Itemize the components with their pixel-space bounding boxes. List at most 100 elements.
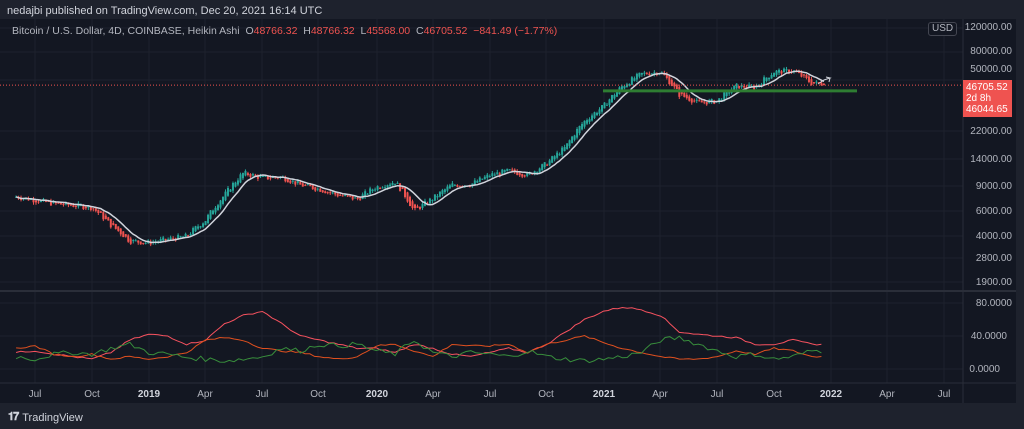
candle-body — [299, 182, 302, 185]
candle-body — [518, 172, 521, 176]
candle-body — [738, 85, 741, 89]
candle-body — [588, 119, 591, 122]
candle-body — [807, 76, 810, 82]
candle-body — [563, 147, 566, 152]
candle-body — [329, 192, 332, 194]
candle-body — [254, 174, 257, 176]
candle-body — [319, 188, 322, 192]
candle-body — [628, 83, 631, 86]
candle-body — [710, 99, 713, 102]
candle-body — [182, 236, 185, 238]
candle-body — [571, 136, 574, 144]
candle-body — [645, 73, 648, 75]
bar-countdown: 2d 8h — [966, 93, 992, 104]
candle-body — [508, 169, 511, 171]
candle-body — [601, 105, 604, 112]
candle-body — [812, 82, 815, 84]
candle-body — [596, 112, 599, 116]
open-value: 48766.32 — [253, 25, 298, 37]
candle-body — [728, 92, 731, 94]
candle-body — [386, 185, 389, 188]
candle-body — [778, 69, 781, 73]
candle-body — [822, 83, 825, 86]
candle-body — [349, 195, 352, 197]
candle-body — [219, 200, 222, 208]
time-tick: 2020 — [365, 389, 389, 400]
candle-body — [214, 207, 217, 213]
close-value: 46705.52 — [423, 25, 468, 37]
candle-body — [47, 200, 50, 202]
candle-body — [129, 238, 132, 244]
indicator-tick: 40.0000 — [970, 331, 1007, 342]
candle-body — [683, 92, 686, 97]
candle-body — [304, 184, 307, 186]
candle-body — [344, 195, 347, 197]
candle-body — [364, 191, 367, 197]
time-tick: Jul — [710, 389, 724, 400]
candle-body — [640, 72, 643, 75]
candle-body — [202, 223, 205, 227]
candle-body — [339, 194, 342, 196]
price-tick: 6000.00 — [975, 206, 1012, 217]
candle-body — [371, 189, 374, 192]
candle-body — [488, 175, 491, 177]
candle-body — [294, 181, 297, 185]
candle-body — [603, 102, 606, 109]
indicator-line-series_b — [16, 334, 822, 360]
candle-body — [633, 78, 636, 81]
candle-body — [473, 180, 476, 185]
candle-body — [286, 179, 289, 183]
candle-body — [321, 190, 324, 193]
candle-body — [416, 206, 419, 208]
candle-body — [705, 102, 708, 105]
candle-body — [586, 120, 589, 124]
candle-body — [543, 162, 546, 168]
candle-body — [346, 195, 349, 197]
price-tick: 50000.00 — [970, 64, 1012, 75]
candle-body — [598, 109, 601, 114]
time-tick: Apr — [197, 389, 213, 400]
candle-body — [37, 201, 40, 203]
time-tick: Jul — [255, 389, 269, 400]
candle-body — [503, 170, 506, 172]
candle-body — [516, 170, 519, 175]
candle-body — [82, 204, 85, 210]
candle-body — [608, 99, 611, 106]
candle-body — [266, 175, 269, 180]
low-label: L — [360, 25, 367, 37]
candle-body — [359, 198, 362, 200]
candle-body — [177, 234, 180, 240]
currency-button[interactable]: USD — [928, 22, 958, 36]
candle-body — [688, 96, 691, 101]
candle-body — [456, 185, 459, 187]
candle-body — [74, 205, 77, 208]
candle-body — [566, 143, 569, 150]
candle-body — [374, 189, 377, 191]
symbol-title[interactable]: Bitcoin / U.S. Dollar, 4D, COINBASE, Hei… — [12, 25, 240, 37]
candle-body — [610, 95, 613, 103]
candle-body — [99, 211, 102, 213]
candle-body — [122, 231, 125, 238]
candle-body — [102, 212, 105, 220]
tradingview-logo[interactable]: 𝟏𝟕 TradingView — [8, 411, 83, 424]
candle-body — [67, 203, 70, 206]
close-label: C — [415, 25, 424, 37]
candle-body — [406, 192, 409, 202]
candle-body — [433, 194, 436, 201]
candle-body — [695, 99, 698, 101]
candle-body — [723, 92, 726, 100]
candle-body — [650, 73, 653, 75]
candle-body — [685, 94, 688, 99]
candle-body — [718, 98, 721, 102]
candle-body — [132, 240, 135, 242]
candle-body — [197, 226, 200, 229]
candle-body — [411, 201, 414, 209]
candle-body — [376, 186, 379, 190]
candle-body — [783, 68, 786, 73]
candle-body — [698, 100, 701, 102]
candle-body — [89, 206, 92, 210]
candle-body — [309, 184, 312, 187]
candle-body — [326, 192, 329, 194]
candle-body — [231, 182, 234, 191]
